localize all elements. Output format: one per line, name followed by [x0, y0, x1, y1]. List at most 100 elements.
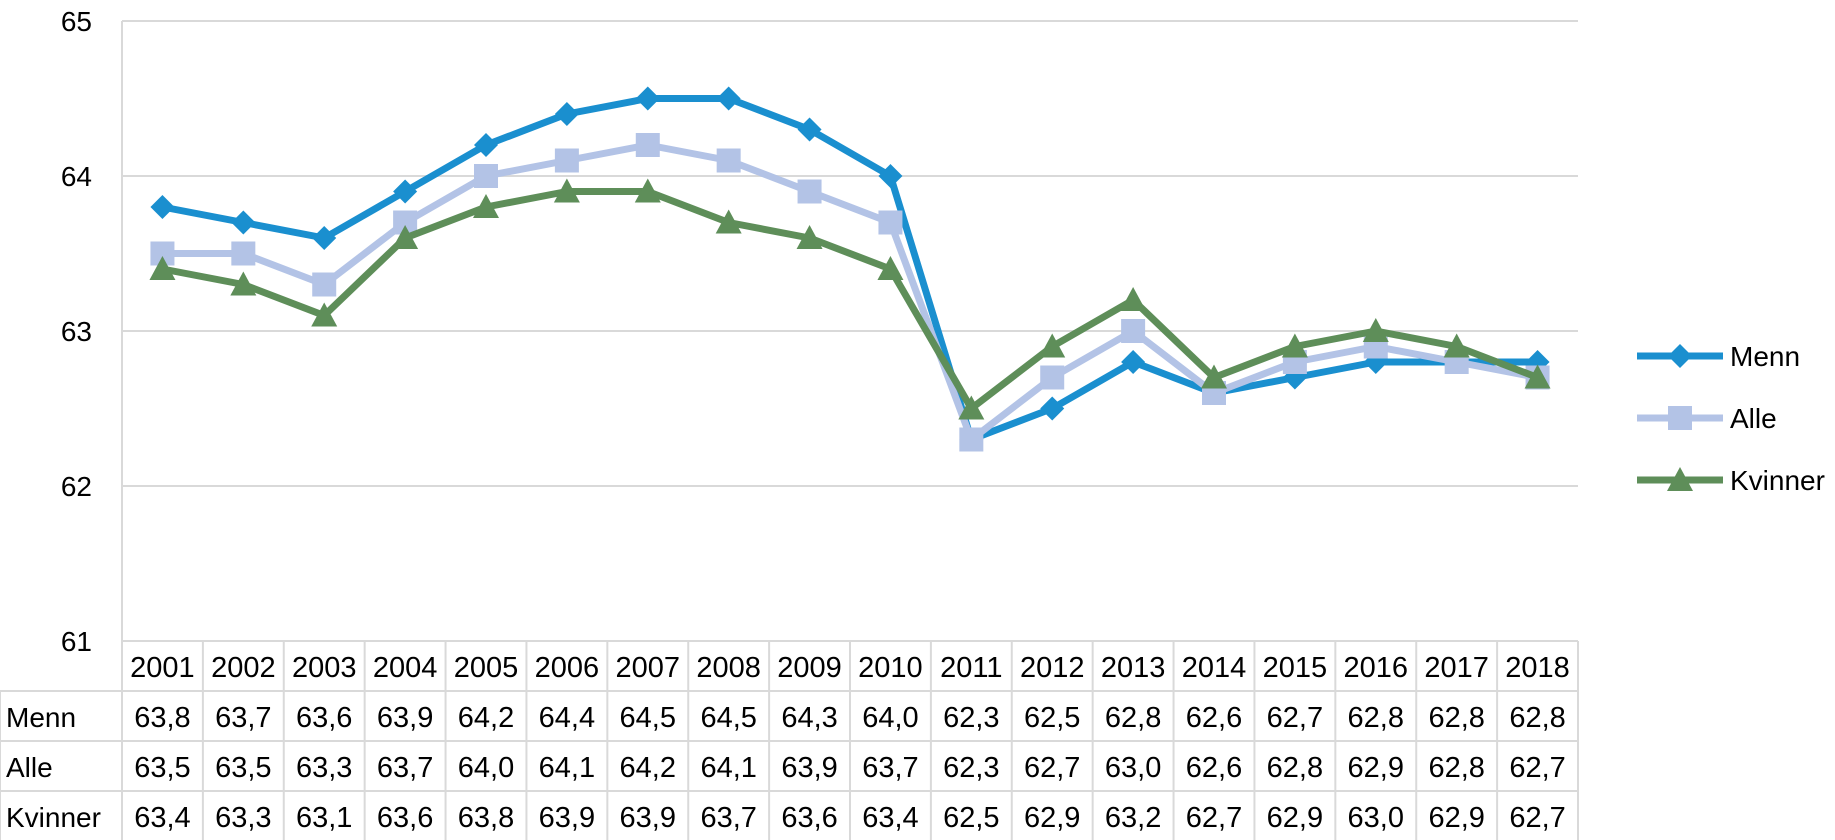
x-tick-label: 2011 — [940, 652, 1002, 684]
x-tick-label: 2018 — [1505, 652, 1570, 684]
data-point — [1121, 350, 1146, 374]
data-point — [473, 194, 499, 219]
data-label: 62,6 — [1186, 752, 1242, 784]
data-point — [474, 133, 498, 157]
data-point — [635, 133, 660, 157]
data-point — [393, 179, 418, 204]
data-point — [1667, 467, 1693, 492]
data-point — [474, 164, 498, 188]
data-point — [959, 427, 984, 452]
data-label: 63,7 — [215, 702, 271, 734]
data-label: 62,3 — [943, 752, 999, 784]
data-label: 63,5 — [134, 752, 190, 784]
y-tick-label: 62 — [61, 471, 92, 502]
data-label: 62,3 — [943, 702, 999, 734]
x-tick-label: 2017 — [1424, 652, 1489, 684]
data-table: 2001 2002 2003 2004 2005 2006 2007 2008 2009 2010… — [0, 641, 1579, 840]
data-label: 62,9 — [1348, 752, 1404, 784]
data-point — [796, 225, 823, 250]
data-label: 63,3 — [215, 802, 271, 834]
table-row-label: Alle — [6, 752, 53, 783]
data-point — [1668, 406, 1692, 430]
data-point — [149, 256, 176, 281]
data-label: 64,3 — [781, 702, 837, 734]
data-point — [553, 178, 580, 203]
data-label: 63,0 — [1348, 802, 1404, 834]
data-point — [715, 209, 742, 234]
data-label: 63,4 — [862, 802, 918, 834]
x-tick-label: 2006 — [535, 652, 600, 684]
data-point — [312, 272, 337, 297]
series-line — [161, 188, 1539, 412]
data-point — [716, 86, 741, 111]
table-row-label: Kvinner — [6, 802, 101, 833]
legend-item-menn: Menn — [1637, 341, 1800, 372]
data-point — [1443, 333, 1470, 358]
x-tick-label: 2013 — [1101, 652, 1166, 684]
data-label: 64,5 — [700, 702, 756, 734]
data-point — [797, 117, 822, 142]
data-label: 62,9 — [1267, 802, 1323, 834]
y-axis: 61 62 63 64 65 — [61, 6, 92, 657]
series-line — [162, 141, 1539, 443]
series-alle — [150, 133, 1550, 452]
data-point — [231, 241, 256, 266]
data-label: 62,8 — [1105, 702, 1161, 734]
data-label: 63,9 — [377, 702, 433, 734]
data-label: 63,0 — [1105, 752, 1161, 784]
data-label: 64,0 — [458, 752, 514, 784]
data-point — [312, 226, 337, 250]
data-point — [634, 178, 661, 203]
data-label: 63,9 — [781, 752, 837, 784]
data-point — [1201, 364, 1227, 389]
legend-label: Menn — [1730, 341, 1800, 372]
data-label: 63,3 — [296, 752, 352, 784]
x-tick-label: 2001 — [130, 652, 195, 684]
data-point — [1121, 319, 1146, 343]
data-label: 64,1 — [700, 752, 756, 784]
data-label: 62,9 — [1024, 802, 1080, 834]
data-label: 63,5 — [215, 752, 271, 784]
data-point — [958, 395, 985, 420]
data-label: 62,9 — [1428, 802, 1484, 834]
data-point — [1524, 364, 1551, 389]
data-point — [392, 225, 419, 250]
legend-label: Kvinner — [1730, 465, 1825, 496]
table-row-label: Menn — [6, 702, 76, 733]
data-point — [878, 164, 903, 188]
y-tick-label: 63 — [61, 316, 92, 347]
data-point — [1040, 365, 1065, 390]
data-point — [635, 86, 660, 111]
data-point — [1039, 333, 1066, 358]
data-label: 62,7 — [1509, 802, 1565, 834]
data-label: 64,1 — [539, 752, 595, 784]
data-label: 63,6 — [296, 702, 352, 734]
series-kvinner — [149, 178, 1551, 420]
x-tick-label: 2016 — [1344, 652, 1409, 684]
data-label: 64,2 — [620, 752, 676, 784]
x-tick-label: 2003 — [292, 652, 357, 684]
data-point — [716, 148, 741, 173]
y-tick-label: 65 — [61, 6, 92, 37]
x-tick-label: 2005 — [454, 652, 519, 684]
x-tick-label: 2010 — [858, 652, 923, 684]
data-label: 64,0 — [862, 702, 918, 734]
x-tick-label: 2004 — [373, 652, 438, 684]
x-tick-label: 2014 — [1182, 652, 1247, 684]
data-label: 63,2 — [1105, 802, 1161, 834]
data-label: 62,8 — [1267, 752, 1323, 784]
data-label: 62,8 — [1428, 752, 1484, 784]
data-label: 62,7 — [1186, 802, 1242, 834]
data-label: 62,7 — [1267, 702, 1323, 734]
data-point — [311, 302, 338, 327]
data-point — [797, 179, 822, 204]
x-tick-label: 2002 — [211, 652, 276, 684]
data-point — [1362, 318, 1389, 343]
data-point — [231, 210, 256, 235]
data-label: 63,7 — [377, 752, 433, 784]
data-label: 62,7 — [1509, 752, 1565, 784]
data-label: 62,8 — [1428, 702, 1484, 734]
x-tick-label: 2007 — [616, 652, 681, 684]
series-line — [161, 95, 1538, 443]
